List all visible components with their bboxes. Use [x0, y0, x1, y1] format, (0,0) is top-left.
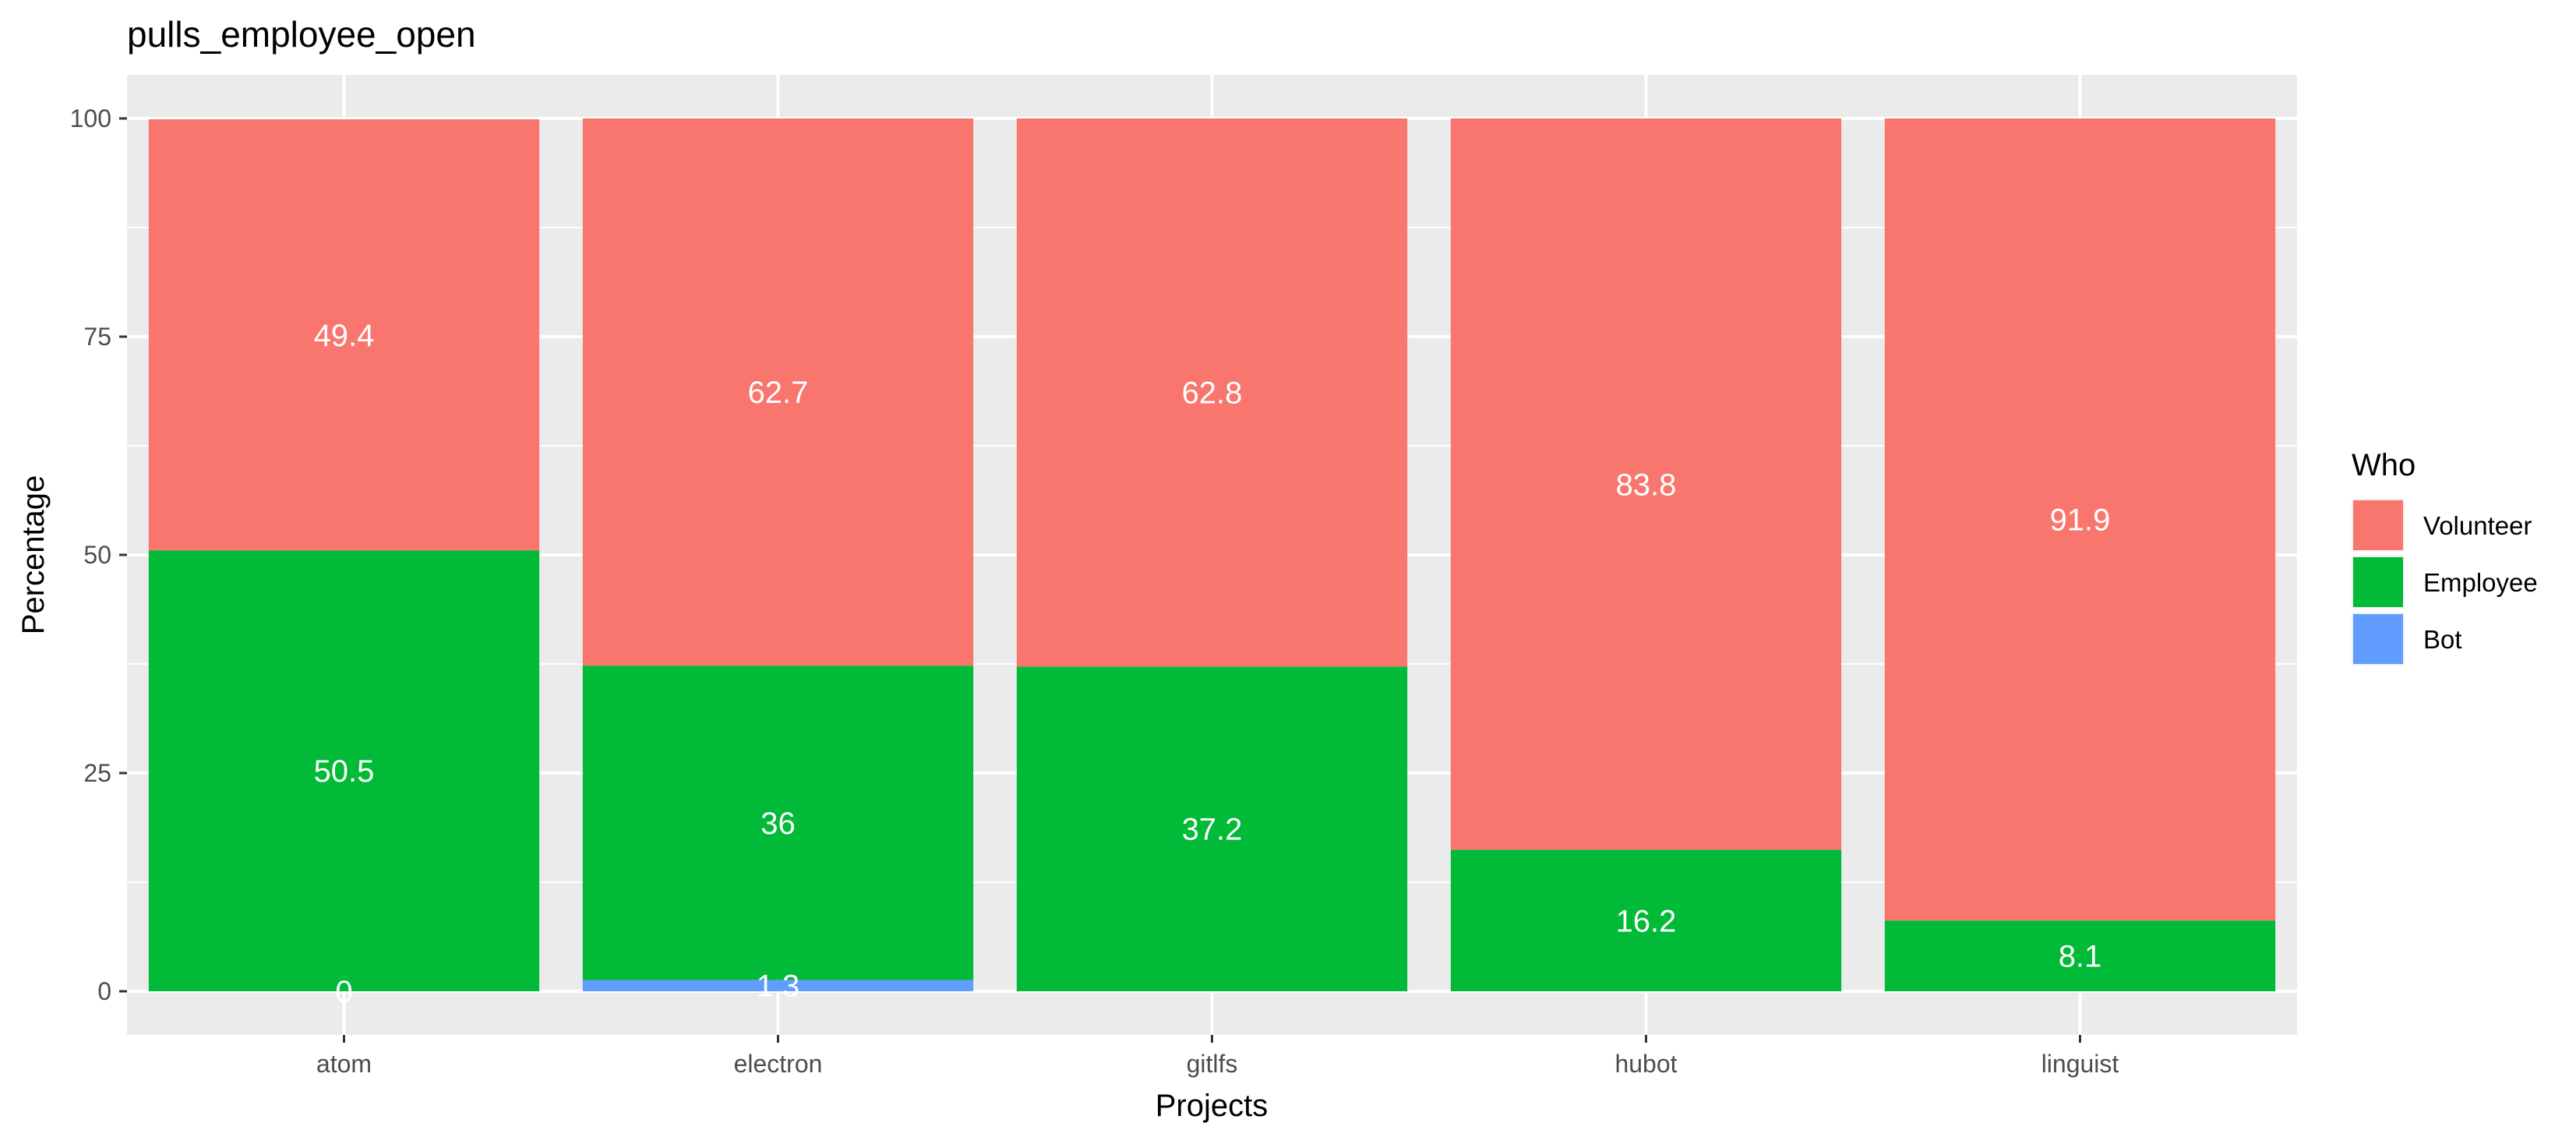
y-tick-label: 75	[83, 323, 111, 351]
data-label-employee-atom: 50.5	[314, 754, 375, 789]
chart-title: pulls_employee_open	[127, 14, 476, 55]
bar-segment-volunteer-linguist	[1884, 118, 2276, 921]
legend-label-bot: Bot	[2423, 625, 2462, 654]
legend-swatch-bot	[2353, 614, 2403, 664]
y-axis: 0 25 50 75 100	[70, 104, 127, 1005]
data-label-bot-electron: 1.3	[757, 969, 800, 1004]
data-label-employee-linguist: 8.1	[2059, 940, 2102, 974]
data-label-volunteer-electron: 62.7	[748, 376, 809, 410]
legend-label-volunteer: Volunteer	[2423, 511, 2532, 540]
x-axis-title: Projects	[1156, 1089, 1269, 1123]
x-tick-label-atom: atom	[316, 1050, 372, 1078]
x-axis: atom electron gitlfs hubot linguist	[316, 1035, 2119, 1078]
data-label-bot-atom: 0	[335, 975, 352, 1009]
x-tick-label-linguist: linguist	[2041, 1050, 2119, 1078]
bar-segment-employee-hubot	[1450, 849, 1842, 991]
legend: Who Volunteer Employee Bot	[2352, 448, 2538, 666]
bar-segment-employee-linguist	[1884, 920, 2276, 991]
data-label-employee-hubot: 16.2	[1616, 904, 1677, 938]
bar-segment-employee-electron	[582, 666, 974, 980]
y-tick-label: 0	[97, 977, 111, 1005]
x-tick-label-electron: electron	[734, 1050, 823, 1078]
bar-segment-employee-atom	[148, 550, 540, 991]
bar-segment-employee-gitlfs	[1016, 666, 1408, 991]
y-tick-label: 100	[70, 104, 111, 132]
bar-labels: 0 50.5 49.4 1.3 36 62.7 37.2 62.8 16.2 83.8 8.1 91.…	[314, 319, 2111, 1009]
legend-title: Who	[2352, 448, 2415, 482]
bars	[148, 118, 2276, 991]
data-label-employee-gitlfs: 37.2	[1182, 813, 1243, 847]
bar-segment-volunteer-gitlfs	[1016, 118, 1408, 667]
bar-segment-volunteer-hubot	[1450, 118, 1842, 850]
legend-swatch-volunteer	[2353, 500, 2403, 550]
bar-segment-volunteer-electron	[582, 118, 974, 666]
y-tick-label: 50	[83, 541, 111, 569]
data-label-volunteer-linguist: 91.9	[2050, 503, 2111, 538]
data-label-employee-electron: 36	[760, 807, 796, 841]
y-tick-label: 25	[83, 759, 111, 787]
y-axis-title: Percentage	[16, 475, 51, 635]
legend-swatch-employee	[2353, 557, 2403, 607]
x-tick-label-gitlfs: gitlfs	[1187, 1050, 1238, 1078]
bar-segment-bot-electron	[582, 980, 974, 991]
data-label-volunteer-hubot: 83.8	[1616, 468, 1677, 502]
data-label-volunteer-atom: 49.4	[314, 319, 375, 353]
x-tick-label-hubot: hubot	[1614, 1050, 1677, 1078]
data-label-volunteer-gitlfs: 62.8	[1182, 376, 1243, 411]
bar-segment-volunteer-atom	[148, 119, 540, 551]
legend-label-employee: Employee	[2423, 568, 2538, 597]
